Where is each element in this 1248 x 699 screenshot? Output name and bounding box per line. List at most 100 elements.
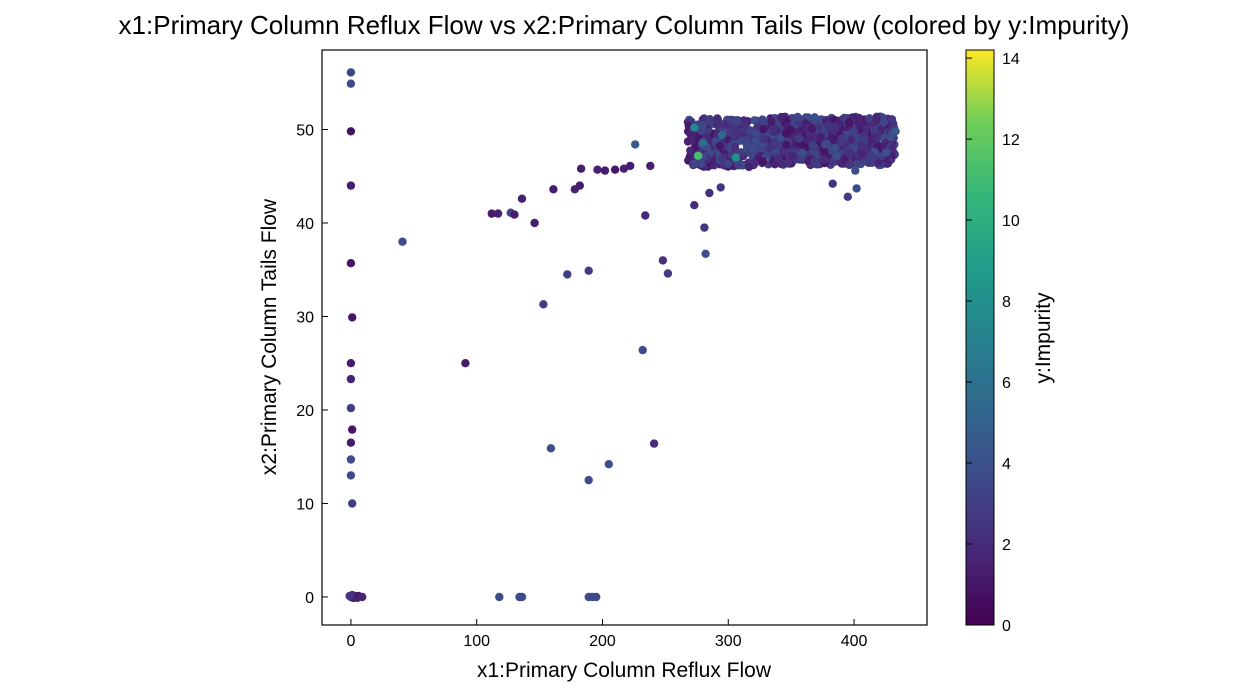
data-point	[549, 185, 558, 194]
data-point	[626, 161, 635, 171]
data-point	[530, 218, 539, 228]
data-point	[346, 374, 356, 384]
data-point	[820, 155, 829, 164]
data-point	[740, 120, 750, 129]
chart-title: x1:Primary Column Reflux Flow vs x2:Prim…	[118, 10, 1130, 40]
data-point	[759, 135, 769, 144]
data-point	[705, 115, 714, 124]
data-point	[345, 591, 354, 601]
data-point	[731, 124, 741, 133]
data-point	[750, 116, 759, 125]
data-point	[517, 592, 527, 602]
data-point	[803, 113, 813, 122]
y-axis-label: x2:Primary Column Tails Flow	[258, 198, 281, 475]
colorbar-tick-label: 4	[1002, 456, 1011, 473]
data-point	[794, 119, 803, 128]
data-point	[858, 142, 867, 151]
data-point	[844, 118, 854, 127]
data-point	[461, 359, 470, 368]
data-point	[870, 132, 879, 141]
data-point	[795, 134, 804, 143]
data-point	[845, 160, 854, 170]
data-point	[882, 148, 891, 157]
data-point	[805, 134, 814, 143]
data-point	[346, 455, 356, 464]
data-point	[689, 159, 698, 169]
data-point	[346, 438, 356, 447]
data-point	[733, 117, 742, 126]
data-point	[495, 592, 504, 602]
data-point	[717, 130, 727, 140]
data-point	[546, 444, 556, 453]
y-tick-label: 20	[296, 403, 314, 420]
data-point	[726, 115, 735, 125]
data-point	[346, 259, 356, 268]
data-point	[649, 439, 659, 448]
data-point	[782, 140, 791, 150]
data-point	[851, 166, 860, 175]
data-point	[888, 143, 897, 153]
data-point	[584, 475, 593, 485]
data-point	[693, 151, 703, 160]
data-points	[345, 68, 900, 603]
data-point	[686, 129, 695, 138]
data-point	[638, 345, 647, 355]
data-point	[858, 149, 867, 158]
colorbar-axis: 0 2 4 6 8 10 12 14	[966, 51, 1020, 635]
data-point	[745, 126, 754, 135]
data-point	[823, 120, 833, 130]
data-point	[846, 135, 856, 144]
data-point	[750, 159, 759, 168]
x-tick-label: 300	[715, 633, 742, 650]
data-point	[866, 151, 876, 160]
data-point	[741, 137, 750, 146]
x-tick-label: 0	[346, 633, 355, 650]
data-point	[517, 194, 527, 203]
data-point	[788, 152, 797, 161]
data-point	[348, 425, 357, 434]
data-point	[828, 179, 837, 188]
data-point	[619, 164, 629, 173]
data-point	[730, 142, 740, 152]
colorbar-tick-label: 12	[1002, 132, 1020, 149]
data-point	[837, 134, 846, 143]
y-axis: 0 10 20 30 40 50	[296, 122, 328, 607]
data-point	[563, 270, 572, 279]
data-point	[575, 181, 584, 190]
data-point	[346, 403, 356, 413]
data-point	[593, 165, 602, 174]
data-point	[592, 592, 601, 602]
data-point	[646, 161, 655, 171]
data-point	[539, 300, 548, 309]
data-point	[604, 460, 613, 469]
data-point	[358, 592, 367, 602]
colorbar-tick-label: 8	[1002, 294, 1011, 311]
data-point	[783, 158, 793, 167]
data-point	[734, 161, 743, 170]
plot-frame	[321, 49, 928, 626]
data-point	[584, 266, 593, 275]
data-point	[346, 68, 356, 77]
data-point	[346, 359, 356, 368]
data-point	[690, 201, 699, 210]
colorbar-tick-label: 10	[1002, 213, 1020, 230]
data-point	[807, 125, 817, 134]
data-point	[712, 120, 722, 130]
data-point	[698, 138, 708, 147]
data-point	[705, 188, 714, 198]
data-point	[872, 115, 881, 124]
data-point	[700, 223, 709, 232]
data-point	[852, 184, 861, 193]
data-point	[487, 209, 496, 218]
data-point	[690, 123, 699, 132]
data-point	[795, 155, 804, 164]
y-tick-label: 50	[296, 122, 314, 139]
data-point	[348, 499, 357, 508]
data-point	[763, 151, 772, 160]
colorbar-tick-label: 2	[1002, 537, 1011, 554]
data-point	[715, 142, 724, 151]
x-tick-label: 200	[589, 633, 616, 650]
data-point	[698, 121, 707, 130]
x-axis: 0 100 200 300 400	[346, 619, 867, 650]
